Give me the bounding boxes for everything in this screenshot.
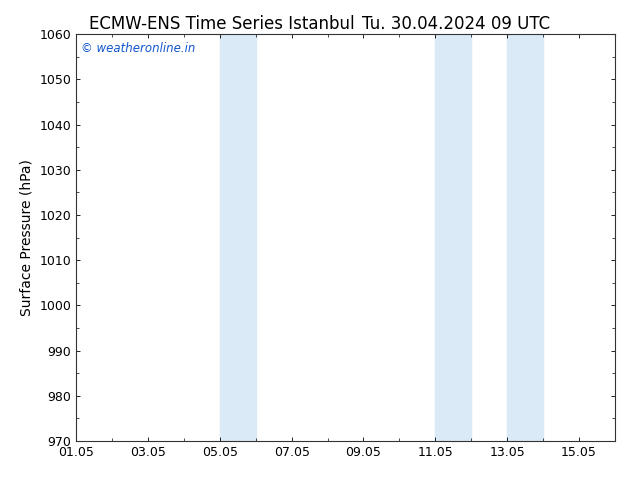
- Bar: [436, 34, 471, 441]
- Text: © weatheronline.in: © weatheronline.in: [81, 43, 196, 55]
- Text: Tu. 30.04.2024 09 UTC: Tu. 30.04.2024 09 UTC: [363, 15, 550, 33]
- Y-axis label: Surface Pressure (hPa): Surface Pressure (hPa): [20, 159, 34, 316]
- Bar: [507, 34, 543, 441]
- Bar: [220, 34, 256, 441]
- Text: ECMW-ENS Time Series Istanbul: ECMW-ENS Time Series Istanbul: [89, 15, 354, 33]
